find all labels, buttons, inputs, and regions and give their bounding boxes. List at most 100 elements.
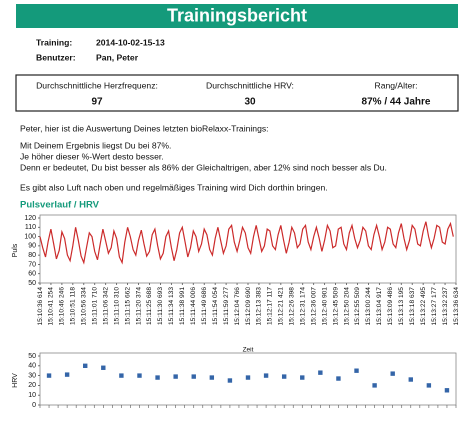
pulse-line <box>39 221 454 265</box>
x-tick-label: 15:10:36 614 <box>37 287 44 326</box>
x-tick-label: 15:12:04 766 <box>234 287 241 326</box>
page-title: Trainingsbericht <box>167 5 307 25</box>
paragraph: Je höher dieser %-Wert desto besser. <box>20 151 164 161</box>
x-tick-label: 15:11:01 710 <box>91 287 98 325</box>
x-axis-label: Zeit <box>243 347 254 354</box>
y-tick-label: 10 <box>28 392 36 399</box>
y-tick-label: 100 <box>24 233 36 240</box>
hrv-point <box>119 373 124 378</box>
paragraph: Es gibt also Luft nach oben und regelmäß… <box>20 182 328 192</box>
x-tick-label: 15:11:54 054 <box>212 287 219 325</box>
y-tick-label: 70 <box>28 261 36 268</box>
training-label: Training: <box>36 37 72 47</box>
user-label: Benutzer: <box>36 52 76 62</box>
x-tick-label: 15:13:27 177 <box>431 287 438 326</box>
section-title: Pulsverlauf / HRV <box>20 200 100 211</box>
hrv-point <box>209 375 215 380</box>
hrv-point <box>354 368 359 373</box>
x-tick-label: 15:13:36 634 <box>453 287 460 326</box>
x-tick-label: 15:13:18 637 <box>409 287 416 326</box>
hrv-point <box>64 372 70 377</box>
y-tick-label: 50 <box>28 353 36 360</box>
x-tick-label: 15:12:21 421 <box>278 287 285 326</box>
hrv-point <box>173 374 178 379</box>
y-axis-label: Puls <box>12 243 19 257</box>
y-tick-label: 60 <box>28 271 36 278</box>
y-tick-label: 0 <box>32 402 36 409</box>
hrv-point <box>336 376 341 381</box>
paragraph: Denn er bedeutet, Du bist besser als 86%… <box>20 162 387 172</box>
user-value: Pan, Peter <box>96 52 139 62</box>
x-tick-label: 15:11:06 342 <box>102 287 109 325</box>
y-tick-label: 50 <box>28 280 36 287</box>
hrv-point <box>318 370 323 375</box>
x-tick-label: 15:10:41 254 <box>48 287 55 326</box>
stat-value: 87% / 44 Jahre <box>362 97 431 108</box>
y-tick-label: 20 <box>28 382 36 389</box>
hrv-point <box>46 373 52 378</box>
hrv-point <box>101 365 106 370</box>
x-tick-label: 15:12:17 117 <box>267 287 274 325</box>
paragraph: Mit Deinem Ergebnis liegst Du bei 87%. <box>20 140 171 150</box>
hrv-point <box>444 388 450 393</box>
header-bar <box>16 4 458 28</box>
x-tick-label: 15:13:09 486 <box>387 287 394 326</box>
x-tick-label: 15:10:46 246 <box>59 287 66 326</box>
x-tick-label: 15:12:26 398 <box>289 287 296 326</box>
x-tick-label: 15:12:31 174 <box>299 287 306 326</box>
x-tick-label: 15:13:32 237 <box>442 287 449 326</box>
stat-value: 97 <box>91 97 103 108</box>
hrv-point <box>426 383 432 388</box>
hrv-point <box>263 373 269 378</box>
stat-value: 30 <box>244 97 256 108</box>
y-axis-label: HRV <box>12 373 19 388</box>
x-tick-label: 15:11:44 006 <box>190 287 197 325</box>
stats-box <box>15 74 459 112</box>
hrv-point <box>390 371 395 376</box>
hrv-point <box>83 363 88 368</box>
x-tick-label: 15:13:04 917 <box>376 287 383 326</box>
x-tick-label: 15:11:34 133 <box>168 287 175 325</box>
x-tick-label: 15:12:50 204 <box>343 287 350 326</box>
x-tick-label: 15:11:49 686 <box>201 287 208 325</box>
x-tick-label: 15:12:55 509 <box>354 287 361 326</box>
hrv-point <box>372 383 377 388</box>
x-tick-label: 15:10:56 334 <box>81 287 88 326</box>
y-tick-label: 120 <box>24 215 36 222</box>
hrv-point <box>300 375 305 380</box>
hrv-point <box>137 373 142 378</box>
x-tick-label: 15:11:15 662 <box>124 287 131 325</box>
hrv-point <box>245 375 251 380</box>
hrv-point <box>227 378 233 383</box>
x-tick-label: 15:13:13 195 <box>398 287 405 326</box>
x-tick-label: 15:11:30 693 <box>157 287 164 325</box>
x-tick-label: 15:12:36 007 <box>310 287 317 326</box>
x-tick-label: 15:11:38 991 <box>179 287 186 325</box>
paragraph: Peter, hier ist die Auswertung Deines le… <box>20 123 269 133</box>
stat-label: Durchschnittliche Herzfrequenz: <box>36 80 158 90</box>
x-tick-label: 15:12:09 690 <box>245 287 252 326</box>
stat-label: Durchschnittliche HRV: <box>206 80 294 90</box>
x-tick-label: 15:11:20 374 <box>135 287 142 325</box>
x-tick-label: 15:12:13 383 <box>256 287 263 326</box>
hrv-point <box>281 374 287 379</box>
y-tick-label: 90 <box>28 243 36 250</box>
hrv-point <box>191 374 196 379</box>
hrv-point <box>155 375 160 380</box>
y-tick-label: 80 <box>28 252 36 259</box>
x-tick-label: 15:12:45 509 <box>332 287 339 326</box>
x-tick-label: 15:11:10 310 <box>113 287 120 325</box>
x-tick-label: 15:11:25 688 <box>146 287 153 325</box>
x-tick-label: 15:11:59 277 <box>223 287 230 325</box>
y-tick-label: 40 <box>28 363 36 370</box>
stat-label: Rang/Alter: <box>375 80 418 90</box>
y-tick-label: 110 <box>25 224 36 231</box>
x-tick-label: 15:13:22 495 <box>420 287 427 326</box>
x-tick-label: 15:10:51 118 <box>70 287 77 325</box>
x-tick-label: 15:12:40 901 <box>321 287 328 326</box>
hrv-point <box>408 377 413 382</box>
y-tick-label: 30 <box>28 372 36 379</box>
x-tick-label: 15:13:00 244 <box>365 287 372 326</box>
training-value: 2014-10-02-15-13 <box>96 37 165 47</box>
